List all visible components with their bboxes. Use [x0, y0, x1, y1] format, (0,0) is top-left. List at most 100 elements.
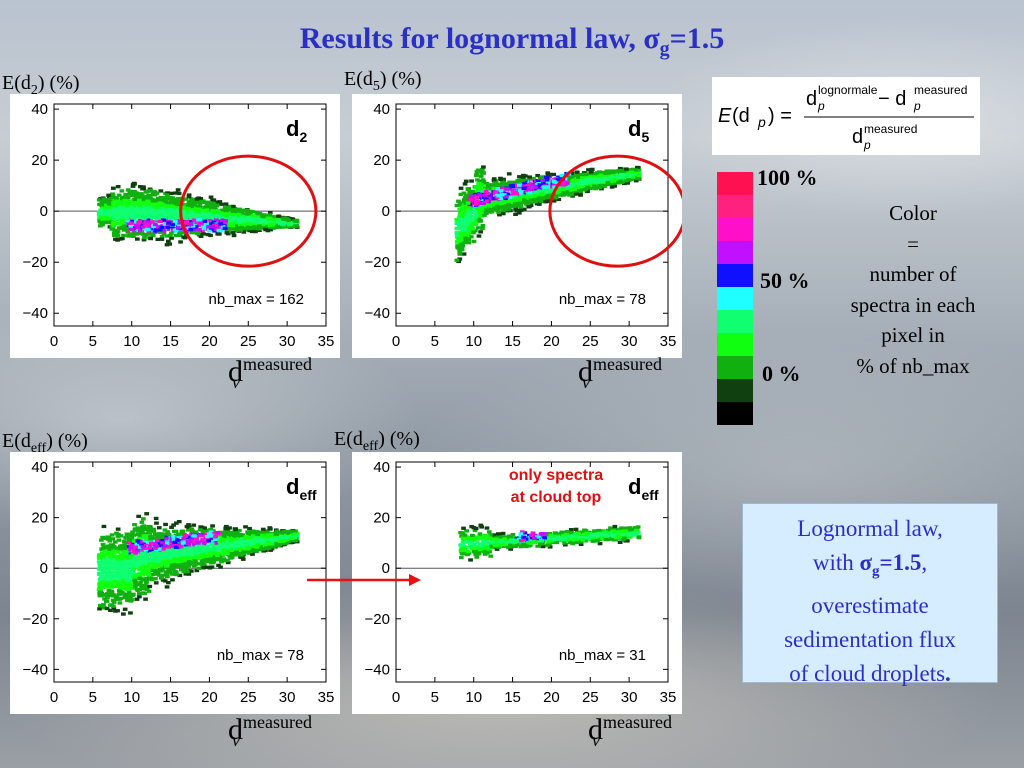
heatmap-cell: [294, 224, 300, 228]
heatmap-cell: [117, 221, 123, 225]
heatmap-cell: [97, 211, 102, 215]
heatmap-cell: [466, 196, 471, 200]
heatmap-cell: [566, 190, 571, 194]
heatmap-cell: [535, 173, 540, 178]
heatmap-cell: [463, 240, 468, 245]
heatmap-cell: [474, 173, 479, 177]
heatmap-cell: [511, 180, 517, 184]
heatmap-cell: [102, 200, 107, 204]
heatmap-cell: [160, 213, 166, 217]
heatmap-cell: [621, 181, 627, 186]
heatmap-cell: [124, 216, 130, 221]
heatmap-cell: [165, 212, 170, 216]
heatmap-cell: [633, 179, 639, 183]
heatmap-cell: [455, 235, 460, 239]
heatmap-cell: [111, 213, 117, 217]
heatmap-cell: [108, 212, 114, 216]
heatmap-cell: [257, 215, 263, 219]
heatmap-cell: [111, 218, 117, 223]
heatmap-cell: [469, 179, 474, 183]
heatmap-cell: [144, 194, 150, 199]
heatmap-cell: [503, 207, 508, 212]
heatmap-cell: [133, 210, 139, 214]
heatmap-cell: [502, 200, 507, 204]
heatmap-cell: [239, 208, 244, 212]
heatmap-cell: [148, 202, 154, 206]
heatmap-cell: [485, 203, 491, 207]
heatmap-cell: [478, 210, 484, 215]
heatmap-cell: [132, 190, 137, 194]
heatmap-cell: [230, 224, 236, 228]
heatmap-cell: [250, 218, 255, 222]
heatmap-cell: [542, 181, 548, 185]
heatmap-cell: [121, 206, 127, 210]
heatmap-cell: [169, 231, 174, 235]
heatmap-cell: [96, 212, 102, 216]
heatmap-cell: [489, 210, 495, 214]
heatmap-cell: [136, 221, 141, 225]
heatmap-cell: [188, 228, 194, 232]
heatmap-cell: [257, 217, 263, 222]
heatmap-cell: [635, 176, 640, 181]
heatmap-cell: [233, 224, 238, 228]
heatmap-cell: [480, 167, 485, 172]
heatmap-cell: [223, 202, 229, 206]
heatmap-cell: [230, 231, 236, 235]
heatmap-cell: [474, 170, 480, 174]
heatmap-cell: [107, 216, 112, 221]
heatmap-cell: [465, 187, 471, 191]
heatmap-cell: [164, 234, 170, 238]
heatmap-cell: [235, 209, 241, 213]
heatmap-cell: [153, 207, 158, 211]
heatmap-cell: [202, 200, 208, 204]
heatmap-cell: [164, 209, 169, 213]
heatmap-cell: [186, 207, 191, 211]
heatmap-cell: [589, 167, 595, 171]
heatmap-cell: [226, 206, 232, 210]
heatmap-cell: [106, 201, 111, 206]
heatmap-cell: [477, 179, 483, 183]
heatmap-cell: [227, 207, 233, 212]
heatmap-cell: [597, 171, 603, 175]
heatmap-cell: [213, 224, 218, 228]
heatmap-cell: [115, 185, 121, 189]
heatmap-cell: [540, 178, 545, 183]
heatmap-cell: [122, 198, 128, 203]
heatmap-cell: [257, 212, 263, 216]
heatmap-cell: [167, 242, 172, 246]
heatmap-cell: [180, 217, 186, 221]
heatmap-cell: [539, 175, 544, 179]
heatmap-cell: [171, 201, 177, 205]
heatmap-cell: [568, 175, 573, 179]
heatmap-cell: [278, 219, 284, 223]
heatmap-cell: [108, 209, 114, 213]
heatmap-cell: [134, 195, 139, 200]
heatmap-cell: [113, 204, 119, 208]
heatmap-cell: [486, 195, 491, 200]
heatmap-cell: [170, 223, 176, 227]
x-tick-label: 15: [162, 333, 179, 350]
heatmap-cell: [176, 226, 181, 230]
heatmap-cell: [170, 196, 175, 200]
heatmap-cell: [194, 200, 199, 204]
heatmap-cell: [145, 220, 151, 224]
heatmap-cell: [174, 222, 179, 226]
heatmap-cell: [130, 227, 135, 231]
heatmap-cell: [183, 203, 189, 207]
heatmap-cell: [274, 217, 280, 221]
heatmap-cell: [475, 189, 480, 193]
heatmap-cell: [567, 177, 573, 181]
heatmap-cell: [106, 197, 111, 202]
heatmap-cell: [166, 239, 171, 243]
heatmap-cell: [148, 196, 153, 200]
heatmap-cell: [209, 222, 214, 226]
heatmap-cell: [121, 211, 127, 215]
heatmap-cell: [454, 233, 460, 237]
heatmap-cell: [521, 207, 527, 211]
heatmap-cell: [209, 213, 214, 217]
heatmap-cell: [462, 224, 468, 228]
heatmap-cell: [506, 198, 511, 202]
heatmap-cell: [286, 218, 291, 223]
heatmap-cell: [160, 224, 166, 228]
